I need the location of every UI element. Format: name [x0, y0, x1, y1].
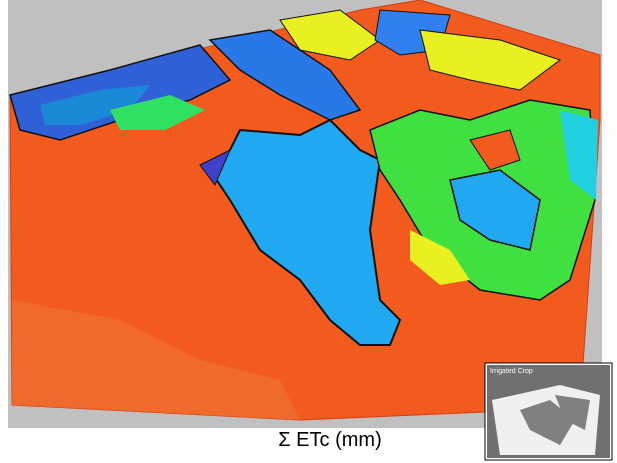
- inset-title: Irrigated Crop: [490, 368, 533, 375]
- caption: Σ ETc (mm): [278, 429, 381, 451]
- inset: Irrigated Crop: [485, 363, 612, 460]
- page: Irrigated Crop Σ ETc (mm): [0, 0, 617, 463]
- map-figure: Irrigated Crop Σ ETc (mm): [0, 0, 617, 463]
